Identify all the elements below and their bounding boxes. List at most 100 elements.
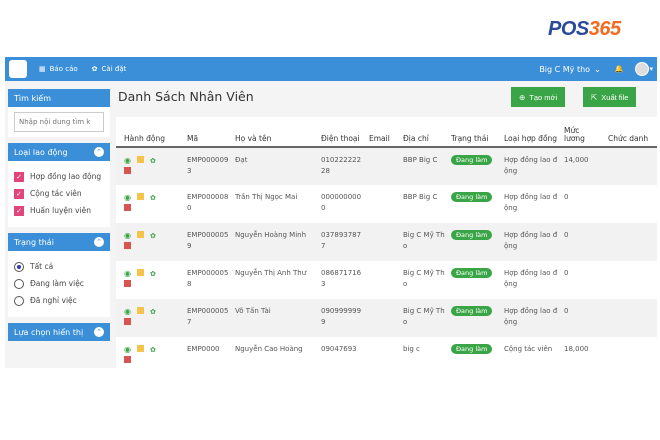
- export-button[interactable]: ⇱ Xuất file: [583, 87, 637, 107]
- calendar-icon[interactable]: [136, 307, 144, 314]
- table-row[interactable]: ◉ ✿ EMP0000080 Trần Thị Ngọc Mai 0000000000 B…: [116, 185, 657, 223]
- eye-icon[interactable]: ◉: [124, 156, 131, 165]
- calendar-icon[interactable]: [136, 345, 144, 352]
- create-button[interactable]: ⊕ Tạo mới: [511, 87, 566, 107]
- chevron-down-icon: ⌄: [594, 64, 601, 74]
- table-cell: [605, 337, 657, 368]
- table-cell: [605, 261, 657, 299]
- export-icon: ⇱: [591, 92, 598, 102]
- table-cell: 0: [561, 223, 605, 261]
- chevron-up-icon[interactable]: ⌃: [94, 147, 104, 157]
- labor-checkbox[interactable]: ✓ Hợp đồng lao động: [14, 171, 104, 183]
- gear-icon[interactable]: ✿: [149, 308, 156, 316]
- calendar-icon[interactable]: [136, 269, 144, 276]
- status-cell: Đang làm: [448, 185, 501, 223]
- table-icon: ▦: [39, 65, 46, 73]
- eye-icon[interactable]: ◉: [124, 193, 131, 202]
- trash-icon[interactable]: [124, 204, 131, 211]
- table-cell: [366, 337, 400, 368]
- row-actions: ◉ ✿: [116, 337, 184, 368]
- table-cell: EMP0000080: [187, 193, 229, 212]
- table-cell: Big C Mỹ Tho: [400, 223, 448, 261]
- column-header[interactable]: Địa chỉ: [400, 127, 448, 148]
- table-row[interactable]: ◉ ✿ EMP0000059 Nguyễn Hoàng Minh 0378937877 B…: [116, 223, 657, 261]
- table-cell: Hợp đồng lao động: [501, 223, 561, 261]
- table-row[interactable]: ◉ ✿ EMP0000058 Nguyễn Thị Anh Thư 0868717163…: [116, 261, 657, 299]
- gear-icon[interactable]: ✿: [149, 194, 156, 202]
- trash-icon[interactable]: [124, 242, 131, 249]
- table-cell: Cộng tác viên: [504, 345, 553, 353]
- table-cell: Nguyễn Cao Hoàng: [235, 345, 303, 353]
- labor-checkbox[interactable]: ✓ Cộng tác viên: [14, 188, 104, 200]
- column-header[interactable]: Mức lương: [561, 127, 605, 148]
- table-cell: Hợp đồng lao động: [501, 147, 561, 185]
- gear-icon: ✿: [91, 65, 98, 73]
- column-header[interactable]: Chức danh: [605, 127, 657, 148]
- status-radio[interactable]: Đang làm việc: [14, 278, 104, 290]
- labor-type-header[interactable]: Loại lao động ⌃: [8, 143, 110, 161]
- sidebar: Tìm kiếm Loại lao động⌃ ✓Hợp đồng lao độ…: [8, 89, 110, 341]
- table-row[interactable]: ◉ ✿ EMP0000093 Đạt 01022222228 BBP Big C Đang …: [116, 147, 657, 185]
- trash-icon[interactable]: [124, 167, 131, 174]
- chevron-down-icon[interactable]: ▾: [649, 65, 653, 73]
- eye-icon[interactable]: ◉: [124, 269, 131, 278]
- table-cell: big c: [403, 345, 420, 353]
- column-header[interactable]: Trạng thái: [448, 127, 501, 148]
- table-cell: 01022222228: [318, 147, 366, 185]
- calendar-icon[interactable]: [136, 193, 144, 200]
- row-actions: ◉ ✿: [116, 147, 184, 185]
- trash-icon[interactable]: [124, 318, 131, 325]
- column-header[interactable]: Mã: [184, 127, 232, 148]
- nav-reports[interactable]: ▦ Báo cáo: [39, 65, 78, 73]
- search-input[interactable]: [14, 112, 104, 132]
- eye-icon[interactable]: ◉: [124, 307, 131, 316]
- status-badge: Đang làm: [451, 306, 493, 316]
- column-header[interactable]: Hành động: [116, 127, 184, 148]
- gear-icon[interactable]: ✿: [149, 232, 156, 240]
- status-cell: Đang làm: [448, 337, 501, 368]
- status-badge: Đang làm: [451, 268, 493, 278]
- search-header: Tìm kiếm: [8, 89, 110, 107]
- labor-checkbox[interactable]: ✓ Huấn luyện viên: [14, 205, 104, 217]
- row-actions: ◉ ✿: [116, 223, 184, 261]
- app-logo[interactable]: [9, 60, 27, 78]
- column-header[interactable]: Loại hợp đồng: [501, 127, 561, 148]
- table-cell: [605, 147, 657, 185]
- status-cell: Đang làm: [448, 223, 501, 261]
- table-cell: EMP0000: [187, 345, 220, 353]
- pos365-logo: POS365: [548, 18, 621, 40]
- store-selector[interactable]: Big C Mỹ tho ⌄: [539, 64, 601, 74]
- status-radio[interactable]: Đã nghỉ việc: [14, 295, 104, 307]
- chevron-up-icon[interactable]: ⌃: [94, 237, 104, 247]
- table-row[interactable]: ◉ ✿ EMP0000057 Võ Tấn Tài 0909999999 Big C Mỹ…: [116, 299, 657, 337]
- table-cell: [366, 185, 400, 223]
- table-cell: 0: [564, 193, 569, 201]
- status-radio[interactable]: Tất cả: [14, 261, 104, 273]
- calendar-icon[interactable]: [136, 231, 144, 238]
- gear-icon[interactable]: ✿: [149, 157, 156, 165]
- table-cell: [605, 299, 657, 337]
- gear-icon[interactable]: ✿: [149, 270, 156, 278]
- trash-icon[interactable]: [124, 280, 131, 287]
- table-cell: [366, 299, 400, 337]
- nav-settings[interactable]: ✿ Cài đặt: [91, 65, 127, 73]
- calendar-icon[interactable]: [136, 156, 144, 163]
- trash-icon[interactable]: [124, 356, 131, 363]
- page-title: Danh Sách Nhân Viên: [118, 89, 254, 104]
- column-header[interactable]: Email: [366, 127, 400, 148]
- eye-icon[interactable]: ◉: [124, 345, 131, 354]
- column-header[interactable]: Họ và tên: [232, 127, 318, 148]
- table-row[interactable]: ◉ ✿ EMP0000 Nguyễn Cao Hoàng 09047693 big c Đa…: [116, 337, 657, 368]
- display-options-header[interactable]: Lựa chọn hiển thị ⌃: [8, 323, 110, 341]
- chevron-up-icon[interactable]: ⌃: [94, 327, 104, 337]
- avatar[interactable]: [635, 62, 650, 76]
- table-cell: Võ Tấn Tài: [232, 299, 318, 337]
- eye-icon[interactable]: ◉: [124, 231, 131, 240]
- table-cell: Big C Mỹ Tho: [403, 269, 445, 288]
- bell-icon[interactable]: 🔔: [614, 65, 624, 73]
- gear-icon[interactable]: ✿: [149, 346, 156, 354]
- status-cell: Đang làm: [448, 299, 501, 337]
- status-header[interactable]: Trạng thái ⌃: [8, 233, 110, 251]
- column-header[interactable]: Điện thoại: [318, 127, 366, 148]
- table-cell: [366, 223, 400, 261]
